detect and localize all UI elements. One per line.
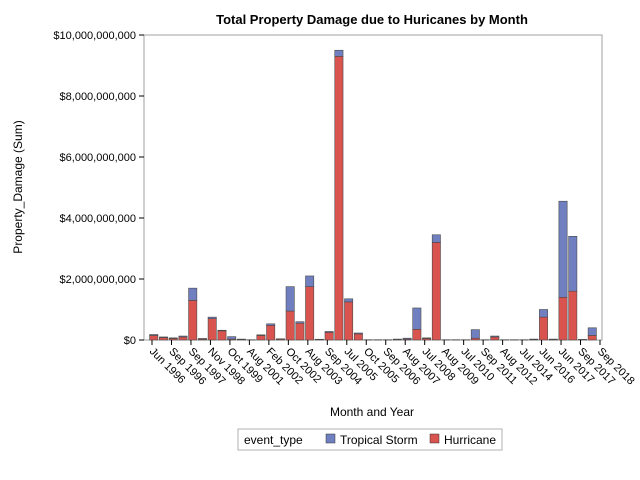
y-tick-label: $10,000,000,000: [53, 30, 136, 42]
bar-hurricane: [217, 330, 227, 341]
y-tick-label: $0: [124, 335, 136, 347]
bar-tropical-storm: [402, 337, 412, 340]
y-tick-label: $4,000,000,000: [60, 213, 136, 225]
bar-hurricane: [334, 56, 344, 341]
bar-tropical-storm: [529, 338, 539, 340]
bar-tropical-storm: [217, 329, 227, 332]
legend-swatch-hurricane: [429, 433, 440, 444]
legend-swatch-tropical-storm: [325, 433, 336, 444]
bar-tropical-storm: [295, 321, 305, 324]
bar-tropical-storm: [149, 334, 159, 336]
bar-tropical-storm: [198, 338, 207, 340]
bar-hurricane: [285, 310, 295, 341]
bar-tropical-storm: [353, 332, 363, 335]
bar-tropical-storm: [207, 316, 217, 319]
bar-tropical-storm: [178, 335, 188, 338]
bar-tropical-storm: [412, 307, 422, 330]
bar-tropical-storm: [392, 338, 402, 340]
bar-tropical-storm: [159, 336, 168, 338]
bar-tropical-storm: [324, 331, 334, 333]
bar-tropical-storm: [558, 200, 568, 298]
bar-tropical-storm: [285, 286, 295, 312]
bar-tropical-storm: [188, 287, 198, 301]
bar-tropical-storm: [266, 323, 276, 326]
bar-hurricane: [539, 316, 548, 341]
bar-hurricane: [207, 318, 217, 341]
legend-label-hurricane: Hurricane: [444, 433, 496, 447]
bar-tropical-storm: [422, 337, 432, 339]
bar-hurricane: [344, 301, 354, 341]
chart-title: Total Property Damage due to Huricanes b…: [216, 12, 528, 27]
bar-hurricane: [412, 329, 422, 341]
y-tick-label: $6,000,000,000: [60, 152, 136, 164]
bar-tropical-storm: [548, 338, 558, 340]
bar-hurricane: [305, 286, 315, 341]
bar-tropical-storm: [227, 336, 237, 340]
bar-hurricane: [256, 335, 266, 341]
bar-hurricane: [431, 242, 441, 341]
bar-tropical-storm: [305, 275, 315, 287]
bar-hurricane: [159, 337, 168, 341]
bar-hurricane: [587, 335, 597, 341]
bar-tropical-storm: [237, 338, 246, 340]
bar-hurricane: [324, 332, 334, 341]
bar-tropical-storm: [256, 334, 266, 336]
bar-hurricane: [568, 290, 578, 341]
bars: [149, 49, 597, 341]
bar-hurricane: [188, 300, 198, 341]
bar-tropical-storm: [587, 327, 597, 336]
legend-label-tropical-storm: Tropical Storm: [340, 433, 418, 447]
bar-tropical-storm: [168, 337, 178, 339]
bar-hurricane: [178, 336, 188, 341]
bar-tropical-storm: [470, 329, 480, 339]
bar-hurricane: [558, 296, 568, 341]
bar-hurricane: [149, 335, 159, 341]
bar-hurricane: [295, 322, 305, 341]
bar-tropical-storm: [431, 234, 441, 243]
bar-hurricane: [266, 325, 276, 341]
bar-hurricane: [353, 333, 363, 341]
y-tick-label: $8,000,000,000: [60, 91, 136, 103]
legend: event_type Tropical Storm Hurricane: [237, 428, 503, 451]
bar-tropical-storm: [490, 335, 500, 338]
bar-tropical-storm: [539, 309, 548, 318]
legend-title: event_type: [244, 433, 303, 447]
y-axis-title: Property_Damage (Sum): [11, 120, 25, 253]
y-axis: $0 $2,000,000,000 $4,000,000,000 $6,000,000…: [53, 30, 144, 347]
bar-hurricane: [490, 336, 500, 341]
x-axis-title: Month and Year: [330, 405, 414, 419]
y-tick-label: $2,000,000,000: [60, 274, 136, 286]
bar-tropical-storm: [568, 236, 578, 292]
bar-tropical-storm: [344, 298, 354, 303]
bar-tropical-storm: [334, 49, 344, 57]
plot-area: [143, 34, 603, 341]
